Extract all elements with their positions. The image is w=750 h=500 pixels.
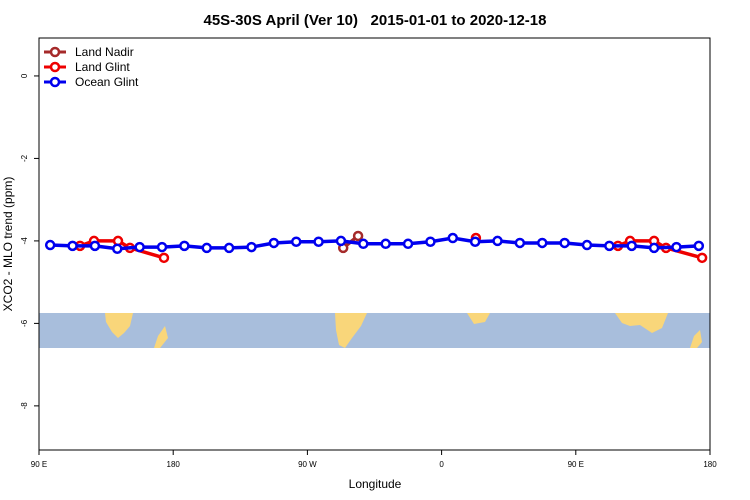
data-point bbox=[604, 240, 615, 252]
data-point bbox=[671, 241, 682, 253]
data-point bbox=[44, 239, 56, 251]
data-point bbox=[179, 240, 190, 252]
data-point bbox=[358, 238, 369, 250]
x-tick-label: 90 E bbox=[568, 460, 584, 469]
legend-marker bbox=[49, 76, 61, 88]
data-point bbox=[696, 252, 708, 264]
x-tick-label: 180 bbox=[703, 460, 717, 469]
data-point bbox=[335, 235, 347, 247]
data-point bbox=[626, 240, 637, 252]
ocean bbox=[39, 313, 710, 348]
data-point bbox=[89, 240, 101, 252]
land bbox=[615, 313, 668, 333]
y-tick-label: -8 bbox=[20, 402, 29, 410]
legend-marker bbox=[49, 46, 61, 58]
y-axis-label: XCO2 - MLO trend (ppm) bbox=[1, 177, 15, 312]
chart-title: 45S-30S April (Ver 10) 2015-01-01 to 202… bbox=[204, 12, 547, 29]
data-point bbox=[246, 241, 257, 253]
data-point bbox=[581, 239, 593, 251]
data-point bbox=[469, 236, 481, 247]
data-point bbox=[648, 242, 660, 254]
data-point bbox=[559, 237, 570, 249]
data-point bbox=[537, 237, 548, 249]
data-point bbox=[514, 237, 526, 249]
series bbox=[44, 232, 705, 254]
data-point bbox=[290, 236, 302, 247]
data-point bbox=[425, 236, 436, 247]
map-band bbox=[39, 313, 710, 348]
x-axis-label: Longitude bbox=[349, 477, 402, 491]
data-point bbox=[223, 242, 235, 254]
legend-label: Land Glint bbox=[75, 60, 130, 74]
data-point bbox=[380, 238, 391, 250]
legend-marker bbox=[49, 61, 61, 73]
data-point bbox=[158, 252, 170, 264]
data-point bbox=[693, 240, 705, 252]
data-point bbox=[112, 243, 123, 254]
data-point bbox=[201, 242, 212, 254]
legend-label: Land Nadir bbox=[75, 45, 134, 59]
land bbox=[335, 313, 367, 348]
y-tick-label: -2 bbox=[20, 154, 29, 162]
data-point bbox=[268, 237, 280, 249]
legend-label: Ocean Glint bbox=[75, 75, 139, 89]
plot-frame bbox=[38, 37, 711, 451]
data-point bbox=[67, 240, 78, 252]
y-tick-label: -4 bbox=[20, 237, 29, 245]
data-point bbox=[313, 236, 324, 247]
data-point bbox=[402, 238, 414, 250]
data-point bbox=[352, 230, 364, 242]
data-point bbox=[134, 241, 145, 253]
x-tick-label: 0 bbox=[439, 460, 444, 469]
x-tick-label: 90 W bbox=[298, 460, 317, 469]
data-point bbox=[492, 235, 503, 247]
land bbox=[690, 330, 702, 348]
land bbox=[154, 326, 168, 348]
land bbox=[105, 313, 133, 338]
data-point bbox=[156, 241, 168, 253]
x-tick-label: 90 E bbox=[31, 460, 47, 469]
y-tick-label: 0 bbox=[20, 73, 29, 78]
land bbox=[467, 313, 490, 324]
data-point bbox=[447, 232, 459, 244]
y-tick-label: -6 bbox=[20, 319, 29, 327]
x-tick-label: 180 bbox=[167, 460, 181, 469]
